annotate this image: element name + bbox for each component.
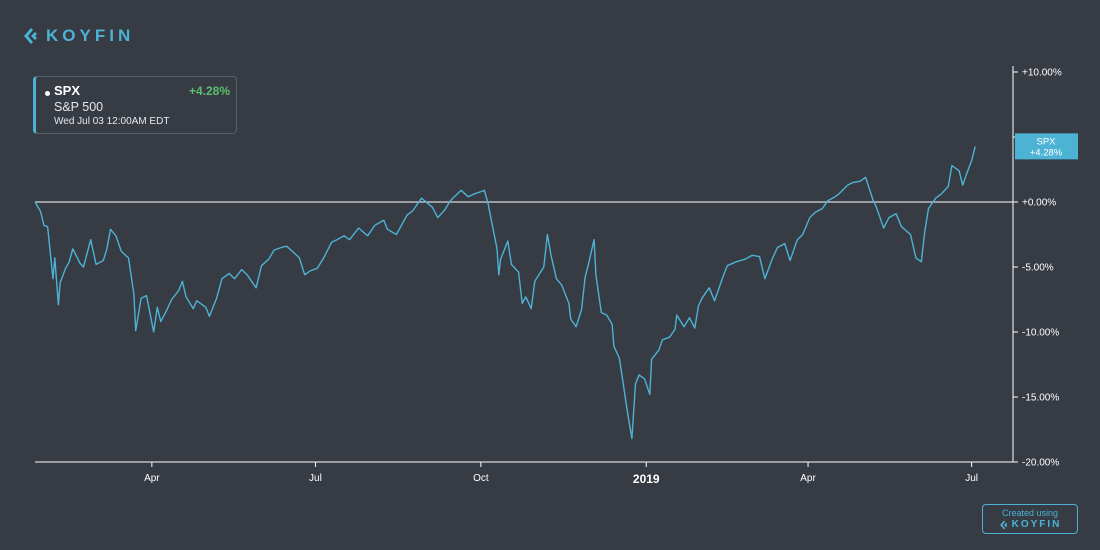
x-tick-label: Apr [800, 473, 816, 484]
last-value-tag-label: SPX [1036, 136, 1056, 147]
y-tick-label: -5.00% [1022, 263, 1054, 274]
y-tick-label: +0.00% [1022, 198, 1056, 209]
legend-change: +4.28% [188, 84, 230, 98]
credit-logo-text: KOYFIN [1011, 519, 1062, 530]
plot-area: +10.00%+5.00%+0.00%-5.00%-10.00%-15.00%-… [34, 66, 1078, 486]
legend-name: S&P 500 [54, 100, 104, 114]
series-line-spx [34, 146, 976, 440]
x-tick-label: Apr [144, 473, 160, 484]
last-value-tag-value: +4.28% [1030, 147, 1063, 158]
legend-datetime: Wed Jul 03 12:00AM EDT [54, 116, 170, 127]
y-tick-label: -10.00% [1022, 328, 1059, 339]
series-legend[interactable]: SPX +4.28% S&P 500 Wed Jul 03 12:00AM ED… [33, 76, 237, 134]
logo-text: KOYFIN [46, 26, 135, 45]
y-tick-label: -20.00% [1022, 458, 1059, 469]
x-tick-label: Oct [473, 473, 489, 484]
x-tick-label: Jul [965, 473, 978, 484]
y-tick-label: +10.00% [1022, 68, 1062, 79]
legend-ticker: SPX [54, 83, 81, 98]
koyfin-small-logo-icon [999, 520, 1007, 529]
legend-dot-icon [45, 91, 50, 96]
koyfin-logo-icon [24, 28, 37, 44]
x-tick-label: 2019 [633, 472, 660, 486]
koyfin-logo[interactable]: KOYFIN [22, 26, 134, 46]
created-using-badge[interactable]: Created using KOYFIN [982, 504, 1078, 534]
x-tick-label: Jul [309, 473, 322, 484]
y-tick-label: -15.00% [1022, 393, 1059, 404]
credit-label: Created using [1001, 508, 1059, 518]
last-value-tag [1015, 133, 1078, 160]
